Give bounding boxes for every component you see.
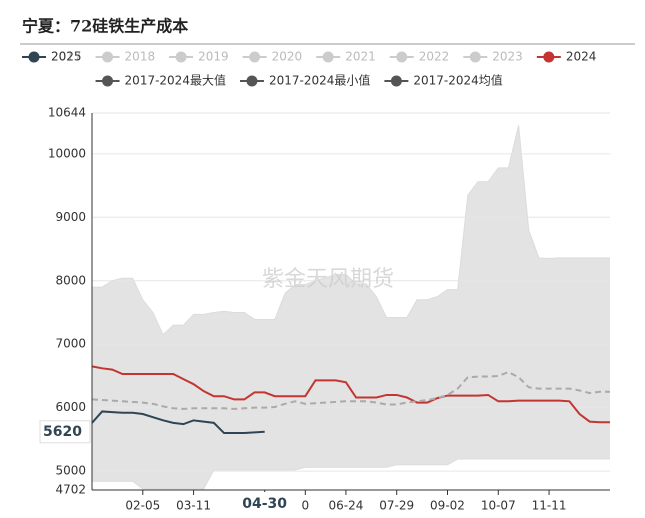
legend-swatch: [102, 51, 114, 63]
y-tick-label: 5000: [55, 464, 86, 478]
pointer-x-box: [238, 492, 291, 514]
series-line: [91, 410, 265, 435]
pointer-x-label: 04-30: [242, 496, 287, 512]
legend-item[interactable]: 2019: [169, 50, 229, 64]
range-band: [92, 125, 610, 489]
legend-item[interactable]: 2017-2024最小值: [239, 73, 370, 88]
chart-title: 宁夏：72硅铁生产成本: [22, 17, 188, 36]
legend-swatch: [249, 51, 261, 63]
pointer-y-label: 5620: [43, 424, 82, 440]
x-tick-label: 0: [301, 499, 309, 513]
series-line: [91, 371, 610, 410]
legend-item[interactable]: 2025: [22, 50, 82, 64]
legend-swatch: [28, 51, 40, 63]
legend-label: 2020: [272, 50, 303, 64]
legend-item[interactable]: 2021: [316, 50, 376, 64]
legend-label: 2022: [419, 50, 450, 64]
x-tick-label: 09-02: [430, 499, 465, 513]
y-tick-label: 10644: [48, 106, 86, 120]
legend-label: 2018: [125, 50, 156, 64]
pointer-y-box: [39, 420, 91, 444]
legend-item[interactable]: 2023: [463, 50, 523, 64]
x-tick-label: 03-11: [176, 499, 211, 513]
legend-swatch: [469, 51, 481, 63]
legend-swatch: [322, 51, 334, 63]
legend-swatch: [175, 51, 187, 63]
series-line: [91, 365, 610, 424]
legend-label: 2023: [492, 50, 523, 64]
legend-label: 2019: [198, 50, 229, 64]
y-tick-label: 4702: [55, 483, 86, 497]
series-line: [92, 125, 610, 336]
series-line: [92, 458, 610, 490]
legend-label: 2017-2024均值: [413, 73, 502, 88]
legend-item[interactable]: 2020: [242, 50, 303, 64]
legend-swatch: [543, 51, 555, 63]
legend-item[interactable]: 2018: [95, 50, 156, 64]
y-tick-label: 9000: [55, 210, 86, 224]
y-tick-label: 10000: [48, 146, 86, 160]
x-tick-label: 02-05: [125, 499, 160, 513]
legend-item[interactable]: 2022: [389, 50, 450, 64]
legend-label: 2017-2024最小值: [269, 73, 370, 88]
legend-item[interactable]: 2017-2024最大值: [95, 73, 226, 88]
x-tick-label: 07-29: [379, 499, 414, 513]
legend-swatch: [246, 75, 258, 87]
legend-label: 2017-2024最大值: [125, 73, 226, 88]
legend-item[interactable]: 2017-2024均值: [384, 73, 503, 88]
y-tick-label: 6000: [55, 400, 86, 414]
legend-swatch: [102, 75, 114, 87]
legend-label: 2025: [51, 50, 82, 64]
legend-label: 2024: [566, 50, 597, 64]
legend-label: 2017: [51, 50, 82, 64]
x-tick-label: 11-11: [532, 499, 567, 513]
legend-label: 2021: [345, 50, 376, 64]
watermark: 紫金天风期货: [262, 267, 394, 292]
y-tick-label: 8000: [55, 273, 86, 287]
legend-swatch: [396, 51, 408, 63]
legend-item[interactable]: 2024: [536, 50, 597, 64]
x-tick-label: 06-24: [328, 499, 363, 513]
y-tick-label: 7000: [55, 337, 86, 351]
legend-swatch: [390, 75, 402, 87]
x-tick-label: 10-07: [481, 499, 516, 513]
